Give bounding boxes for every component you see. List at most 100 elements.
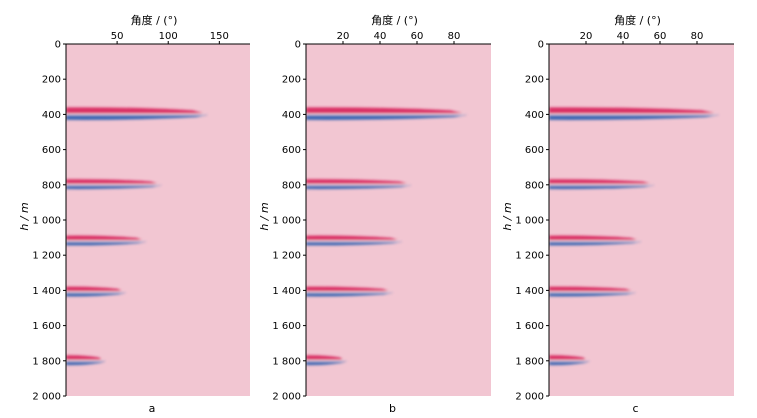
y-tick-label: 400 [42, 110, 61, 121]
x-tick-label: 40 [374, 31, 387, 42]
reflection-event [66, 355, 106, 366]
y-tick-label: 0 [295, 40, 301, 51]
x-tick-label: 40 [617, 31, 630, 42]
y-tick-label: 1 000 [272, 216, 301, 227]
positive-lobe [549, 107, 716, 114]
reflection-event [549, 355, 590, 366]
negative-lobe [66, 241, 147, 246]
negative-lobe [306, 241, 403, 246]
x-axis-label: 角度 / (°) [371, 13, 418, 27]
reflection-event [66, 107, 208, 120]
y-tick-label: 0 [55, 40, 61, 51]
y-tick-label: 1 400 [32, 286, 61, 297]
y-tick-label: 600 [42, 145, 61, 156]
x-tick-label: 60 [411, 31, 424, 42]
panel-background [549, 44, 734, 396]
reflection-event [549, 107, 720, 120]
positive-lobe [306, 107, 464, 114]
y-tick-label: 1 600 [272, 321, 301, 332]
y-tick-label: 2 000 [272, 392, 301, 403]
negative-lobe [549, 185, 655, 190]
y-tick-label: 1 200 [515, 251, 544, 262]
negative-lobe [306, 361, 347, 366]
panel-label: c [632, 402, 638, 415]
negative-lobe [549, 361, 590, 366]
negative-lobe [549, 241, 642, 246]
negative-lobe [306, 114, 468, 120]
y-tick-label: 200 [42, 75, 61, 86]
y-tick-label: 1 200 [272, 251, 301, 262]
panel-background [306, 44, 491, 396]
y-tick-label: 1 200 [32, 251, 61, 262]
positive-lobe [66, 107, 204, 114]
y-tick-label: 1 400 [515, 286, 544, 297]
x-axis-label: 角度 / (°) [614, 13, 661, 27]
negative-lobe [66, 114, 208, 120]
x-tick-label: 50 [111, 31, 124, 42]
reflection-event [549, 179, 655, 190]
reflection-event [66, 179, 162, 190]
y-tick-label: 1 800 [32, 356, 61, 367]
negative-lobe [306, 185, 412, 190]
y-tick-label: 600 [525, 145, 544, 156]
negative-lobe [549, 114, 720, 120]
positive-lobe [549, 235, 638, 241]
positive-lobe [66, 355, 102, 360]
y-axis-label: h / m [501, 202, 514, 230]
x-tick-label: 100 [159, 31, 178, 42]
negative-lobe [66, 185, 162, 190]
y-tick-label: 1 800 [272, 356, 301, 367]
y-tick-label: 1 000 [32, 216, 61, 227]
x-axis-label: 角度 / (°) [131, 13, 178, 27]
x-tick-label: 20 [337, 31, 350, 42]
negative-lobe [306, 292, 394, 297]
y-tick-label: 0 [538, 40, 544, 51]
y-tick-label: 2 000 [515, 392, 544, 403]
reflection-event [549, 235, 642, 246]
reflection-event [549, 286, 637, 297]
negative-lobe [66, 292, 127, 297]
panel-a: 50 100 150 0 200 400 600 800 1 000 1 200 1 400 1 60… [18, 13, 250, 415]
positive-lobe [549, 179, 651, 184]
y-tick-label: 1 000 [515, 216, 544, 227]
positive-lobe [66, 235, 143, 241]
y-tick-label: 1 600 [515, 321, 544, 332]
positive-lobe [66, 286, 123, 292]
y-axis-label: h / m [18, 202, 31, 230]
x-tick-label: 80 [448, 31, 461, 42]
panel-background [66, 44, 250, 396]
panel-label: a [149, 402, 156, 415]
positive-lobe [306, 286, 390, 292]
y-tick-label: 400 [282, 110, 301, 121]
y-tick-label: 200 [282, 75, 301, 86]
positive-lobe [306, 355, 343, 360]
reflection-event [306, 286, 394, 297]
y-tick-label: 1 600 [32, 321, 61, 332]
reflection-event [306, 355, 347, 366]
reflection-event [66, 286, 127, 297]
reflection-event [306, 235, 403, 246]
y-tick-label: 800 [525, 180, 544, 191]
y-axis-label: h / m [258, 202, 271, 230]
y-tick-label: 1 800 [515, 356, 544, 367]
positive-lobe [306, 235, 399, 241]
y-tick-label: 800 [282, 180, 301, 191]
positive-lobe [549, 286, 633, 292]
negative-lobe [549, 292, 637, 297]
reflection-event [66, 235, 147, 246]
y-tick-label: 800 [42, 180, 61, 191]
x-tick-label: 20 [580, 31, 593, 42]
y-tick-label: 2 000 [32, 392, 61, 403]
y-tick-label: 400 [525, 110, 544, 121]
y-tick-label: 200 [525, 75, 544, 86]
reflection-event [306, 107, 468, 120]
x-tick-label: 60 [654, 31, 667, 42]
positive-lobe [66, 179, 158, 184]
y-tick-label: 600 [282, 145, 301, 156]
positive-lobe [306, 179, 408, 184]
x-tick-label: 150 [210, 31, 229, 42]
panel-label: b [389, 402, 396, 415]
